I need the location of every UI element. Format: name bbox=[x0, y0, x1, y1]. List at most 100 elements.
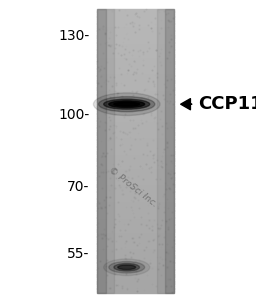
Ellipse shape bbox=[114, 102, 140, 106]
Bar bbox=[97, 111, 174, 114]
Text: © ProSci Inc.: © ProSci Inc. bbox=[107, 165, 159, 209]
Bar bbox=[97, 89, 174, 92]
Bar bbox=[97, 165, 174, 168]
Bar bbox=[97, 26, 174, 28]
Bar bbox=[97, 52, 174, 54]
Bar bbox=[97, 113, 174, 116]
Bar bbox=[97, 272, 174, 275]
Bar bbox=[97, 198, 174, 201]
Bar bbox=[97, 191, 174, 194]
Bar bbox=[97, 120, 174, 123]
Text: CCP110: CCP110 bbox=[198, 95, 256, 113]
Bar bbox=[97, 9, 106, 293]
Bar bbox=[97, 194, 174, 196]
Bar bbox=[97, 71, 174, 73]
Bar bbox=[97, 267, 174, 270]
Bar bbox=[97, 279, 174, 281]
Ellipse shape bbox=[109, 262, 145, 273]
Bar bbox=[97, 104, 174, 107]
Bar bbox=[97, 170, 174, 173]
Bar bbox=[97, 217, 174, 220]
Bar bbox=[97, 92, 174, 95]
Ellipse shape bbox=[99, 97, 155, 112]
Bar bbox=[97, 243, 174, 246]
Bar bbox=[97, 196, 174, 199]
Bar bbox=[97, 94, 174, 97]
Bar bbox=[97, 66, 174, 69]
Bar bbox=[97, 35, 174, 38]
Bar bbox=[97, 37, 174, 40]
Bar bbox=[97, 234, 174, 237]
Bar bbox=[97, 224, 174, 227]
Bar bbox=[97, 45, 174, 47]
Bar bbox=[97, 125, 174, 128]
Ellipse shape bbox=[104, 99, 150, 109]
Bar bbox=[97, 108, 174, 111]
Bar bbox=[97, 16, 174, 19]
Bar bbox=[97, 153, 174, 156]
Bar bbox=[97, 18, 174, 21]
Bar bbox=[97, 182, 174, 185]
Bar bbox=[97, 222, 174, 225]
Bar bbox=[97, 231, 174, 234]
Bar bbox=[97, 85, 174, 88]
Bar bbox=[97, 144, 174, 147]
Text: 100-: 100- bbox=[58, 108, 90, 122]
Bar bbox=[97, 134, 174, 137]
Bar bbox=[165, 9, 174, 293]
Bar bbox=[97, 137, 174, 140]
Text: 130-: 130- bbox=[58, 29, 90, 43]
Bar bbox=[97, 151, 174, 154]
Bar bbox=[97, 40, 174, 43]
Bar bbox=[97, 28, 174, 31]
Bar bbox=[97, 179, 174, 182]
Bar bbox=[97, 220, 174, 223]
Bar bbox=[97, 11, 174, 14]
Ellipse shape bbox=[109, 101, 145, 108]
Bar bbox=[97, 87, 174, 90]
Bar bbox=[97, 262, 174, 265]
Bar bbox=[97, 139, 174, 142]
Bar bbox=[97, 132, 174, 135]
Bar bbox=[97, 61, 174, 64]
Bar bbox=[97, 146, 174, 149]
Bar bbox=[97, 187, 174, 189]
Bar bbox=[97, 9, 114, 293]
Text: 70-: 70- bbox=[67, 180, 90, 194]
Bar bbox=[97, 127, 174, 130]
Bar bbox=[97, 42, 174, 45]
Bar bbox=[97, 229, 174, 232]
Bar bbox=[97, 49, 174, 52]
Bar bbox=[97, 260, 174, 263]
Bar bbox=[97, 73, 174, 76]
Bar bbox=[97, 184, 174, 187]
Bar bbox=[97, 257, 174, 260]
Bar bbox=[97, 118, 174, 121]
Bar bbox=[97, 189, 174, 192]
Bar bbox=[97, 82, 174, 85]
Bar bbox=[97, 23, 174, 26]
Bar bbox=[97, 201, 174, 204]
Bar bbox=[97, 56, 174, 59]
Bar bbox=[97, 130, 174, 133]
Bar bbox=[97, 248, 174, 251]
Bar bbox=[97, 97, 174, 99]
Bar bbox=[97, 106, 174, 109]
Bar bbox=[97, 9, 174, 12]
Bar bbox=[97, 274, 174, 277]
Bar bbox=[97, 286, 174, 289]
Bar bbox=[97, 59, 174, 62]
Bar bbox=[97, 31, 174, 33]
FancyArrowPatch shape bbox=[181, 99, 192, 110]
Bar bbox=[97, 208, 174, 210]
Bar bbox=[97, 269, 174, 272]
Bar bbox=[97, 99, 174, 102]
Bar bbox=[97, 54, 174, 57]
Bar bbox=[97, 239, 174, 241]
Bar bbox=[97, 265, 174, 267]
Bar bbox=[97, 177, 174, 180]
Bar bbox=[97, 291, 174, 294]
Bar bbox=[97, 253, 174, 255]
Bar bbox=[97, 115, 174, 118]
Bar bbox=[97, 78, 174, 81]
